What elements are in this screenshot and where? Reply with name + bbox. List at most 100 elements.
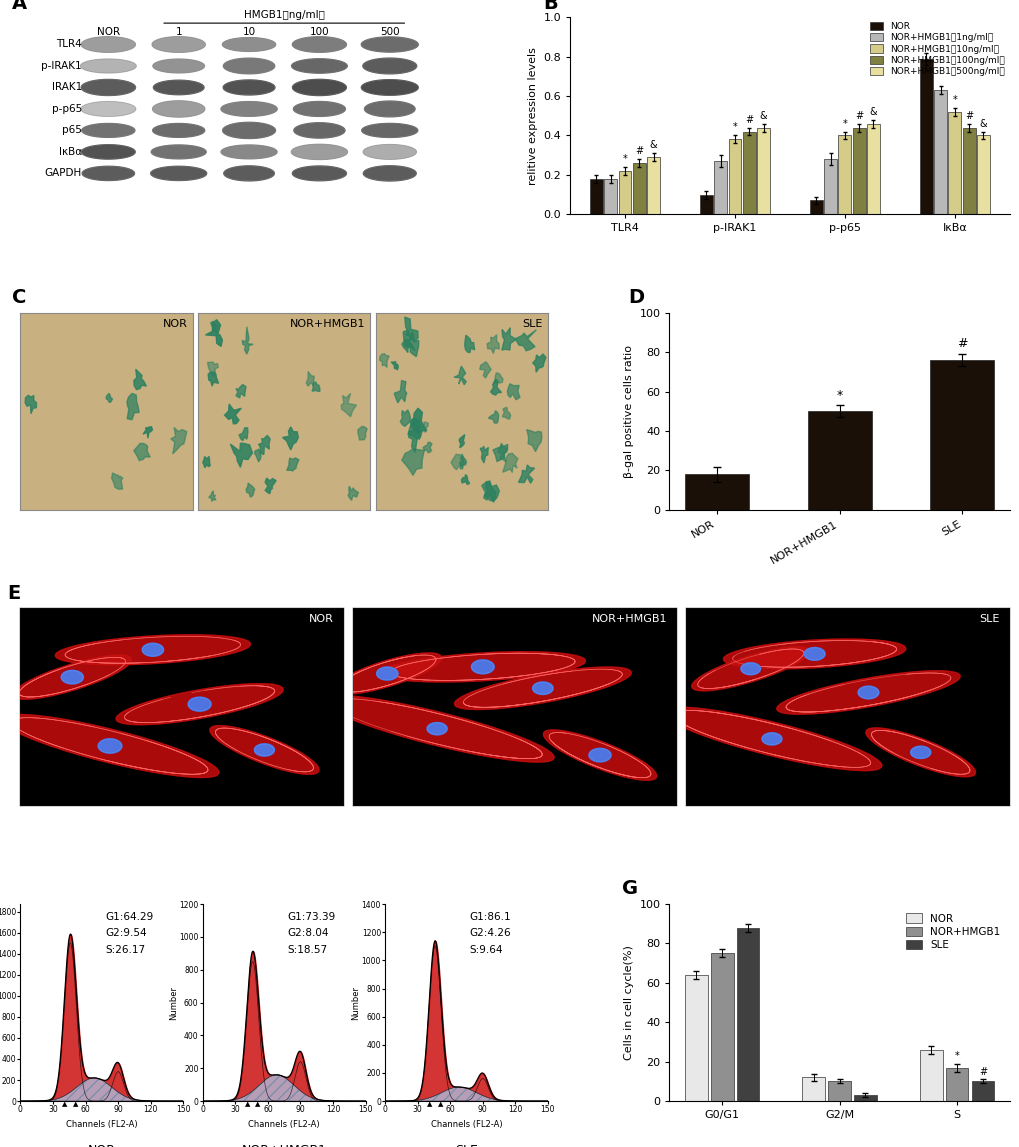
Polygon shape <box>376 668 397 680</box>
Bar <box>713 161 727 214</box>
Polygon shape <box>222 38 275 52</box>
Polygon shape <box>400 409 410 427</box>
Polygon shape <box>492 443 507 461</box>
Polygon shape <box>761 733 782 744</box>
Bar <box>802 1077 824 1101</box>
Polygon shape <box>761 733 782 744</box>
Polygon shape <box>471 660 494 673</box>
Text: NOR: NOR <box>163 319 187 329</box>
Polygon shape <box>1 715 219 778</box>
Y-axis label: β-gal positive cells ratio: β-gal positive cells ratio <box>624 345 633 478</box>
Text: #: # <box>964 110 972 120</box>
Text: GAPDH: GAPDH <box>45 169 82 179</box>
Bar <box>853 1095 876 1101</box>
Polygon shape <box>152 37 205 53</box>
Text: C: C <box>12 288 26 307</box>
Polygon shape <box>865 728 974 777</box>
Bar <box>962 127 974 214</box>
Text: *: * <box>952 95 956 104</box>
Polygon shape <box>471 660 494 673</box>
Polygon shape <box>83 166 135 180</box>
Text: &: & <box>649 140 657 150</box>
Polygon shape <box>153 124 205 138</box>
Y-axis label: Number: Number <box>169 985 177 1020</box>
Text: NOR: NOR <box>88 1145 116 1147</box>
Polygon shape <box>320 695 553 762</box>
Polygon shape <box>282 427 298 450</box>
Text: A: A <box>11 0 26 14</box>
Polygon shape <box>405 331 419 357</box>
Polygon shape <box>61 670 84 684</box>
Polygon shape <box>205 320 222 346</box>
Polygon shape <box>461 475 469 484</box>
Polygon shape <box>427 723 446 735</box>
Polygon shape <box>210 726 319 774</box>
Polygon shape <box>380 651 585 682</box>
Polygon shape <box>153 80 204 95</box>
Text: *: * <box>622 154 627 164</box>
Text: NOR: NOR <box>309 615 333 624</box>
Bar <box>929 360 994 510</box>
Y-axis label: Number: Number <box>351 985 360 1020</box>
Polygon shape <box>153 60 204 73</box>
Polygon shape <box>401 448 424 475</box>
Polygon shape <box>691 647 809 690</box>
Polygon shape <box>320 695 553 762</box>
Bar <box>603 179 616 214</box>
Polygon shape <box>910 747 930 758</box>
Text: #: # <box>635 146 643 156</box>
Polygon shape <box>292 166 346 181</box>
Bar <box>619 171 631 214</box>
Polygon shape <box>211 321 218 334</box>
Polygon shape <box>803 648 824 661</box>
Text: TLR4: TLR4 <box>56 39 82 49</box>
Polygon shape <box>454 668 631 710</box>
Polygon shape <box>333 653 441 694</box>
Text: *: * <box>842 118 847 128</box>
Text: #: # <box>978 1067 986 1077</box>
Polygon shape <box>347 486 358 500</box>
Polygon shape <box>691 647 809 690</box>
Polygon shape <box>401 329 415 352</box>
Polygon shape <box>292 37 346 53</box>
Polygon shape <box>376 668 397 680</box>
Polygon shape <box>661 708 880 771</box>
Polygon shape <box>98 739 121 754</box>
Polygon shape <box>410 419 418 431</box>
Text: 100: 100 <box>310 28 329 37</box>
Text: #: # <box>956 337 967 350</box>
Polygon shape <box>341 393 357 416</box>
Text: 500: 500 <box>380 28 399 37</box>
Polygon shape <box>81 102 136 116</box>
Polygon shape <box>459 435 465 447</box>
Polygon shape <box>13 655 131 700</box>
Polygon shape <box>515 330 536 351</box>
Polygon shape <box>170 428 186 454</box>
Polygon shape <box>423 443 431 453</box>
Polygon shape <box>209 491 216 501</box>
Text: p65: p65 <box>62 125 82 135</box>
Text: G1:64.29
G2:9.54
S:26.17: G1:64.29 G2:9.54 S:26.17 <box>105 912 153 954</box>
Polygon shape <box>479 361 490 379</box>
Polygon shape <box>82 37 136 53</box>
Text: NOR+HMGB1: NOR+HMGB1 <box>242 1145 326 1147</box>
Polygon shape <box>116 684 283 725</box>
Text: ▲: ▲ <box>427 1101 432 1107</box>
Polygon shape <box>208 372 218 387</box>
Y-axis label: Cells in cell cycle(%): Cells in cell cycle(%) <box>624 945 633 1060</box>
Polygon shape <box>361 79 418 95</box>
Text: SLE: SLE <box>522 319 542 329</box>
Polygon shape <box>207 362 218 376</box>
Polygon shape <box>481 482 495 502</box>
Bar <box>589 179 602 214</box>
Polygon shape <box>98 739 121 754</box>
Bar <box>838 135 851 214</box>
Text: ▲: ▲ <box>62 1101 67 1107</box>
Polygon shape <box>421 422 428 432</box>
Polygon shape <box>588 748 610 762</box>
Text: B: B <box>543 0 557 14</box>
Polygon shape <box>722 639 905 669</box>
Polygon shape <box>111 473 122 490</box>
Polygon shape <box>291 145 347 159</box>
Text: E: E <box>7 584 20 602</box>
